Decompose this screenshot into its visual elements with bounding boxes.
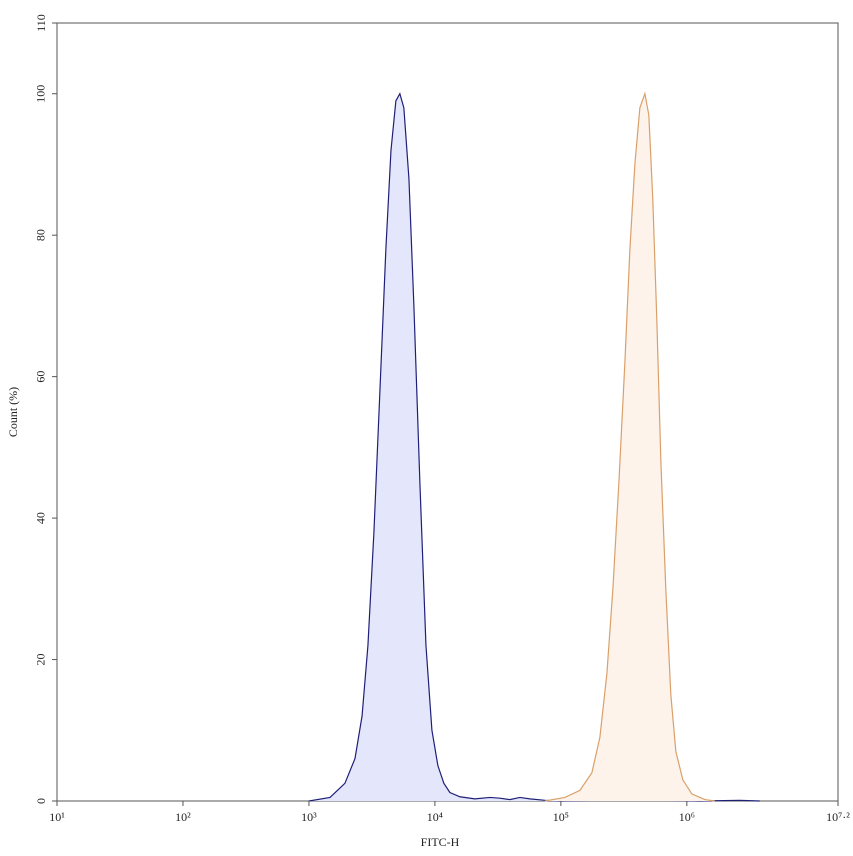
x-tick-label: 10²	[175, 810, 191, 824]
x-tick-label: 10⁶	[679, 810, 695, 824]
y-tick-label: 20	[34, 654, 48, 666]
y-tick-label: 100	[34, 85, 48, 103]
plot-frame	[56, 22, 839, 802]
area-fill	[544, 93, 715, 802]
x-tick-label: 10³	[301, 810, 317, 824]
area-line	[544, 91, 715, 802]
x-tick-label: 10¹	[49, 810, 65, 824]
y-tick-label: 40	[34, 512, 48, 524]
y-tick-label: 0	[34, 798, 48, 804]
area-fill	[308, 93, 760, 802]
y-tick-label: 110	[34, 14, 48, 32]
x-tick-label: 10⁵	[553, 810, 569, 824]
y-axis-label: Count (%)	[6, 387, 20, 437]
x-tick-label: 10⁷·²	[826, 810, 850, 824]
x-axis-label: FITC-H	[421, 835, 460, 849]
y-tick-label: 60	[34, 371, 48, 383]
y-tick-label: 80	[34, 229, 48, 241]
x-tick-label: 10⁴	[427, 810, 443, 824]
